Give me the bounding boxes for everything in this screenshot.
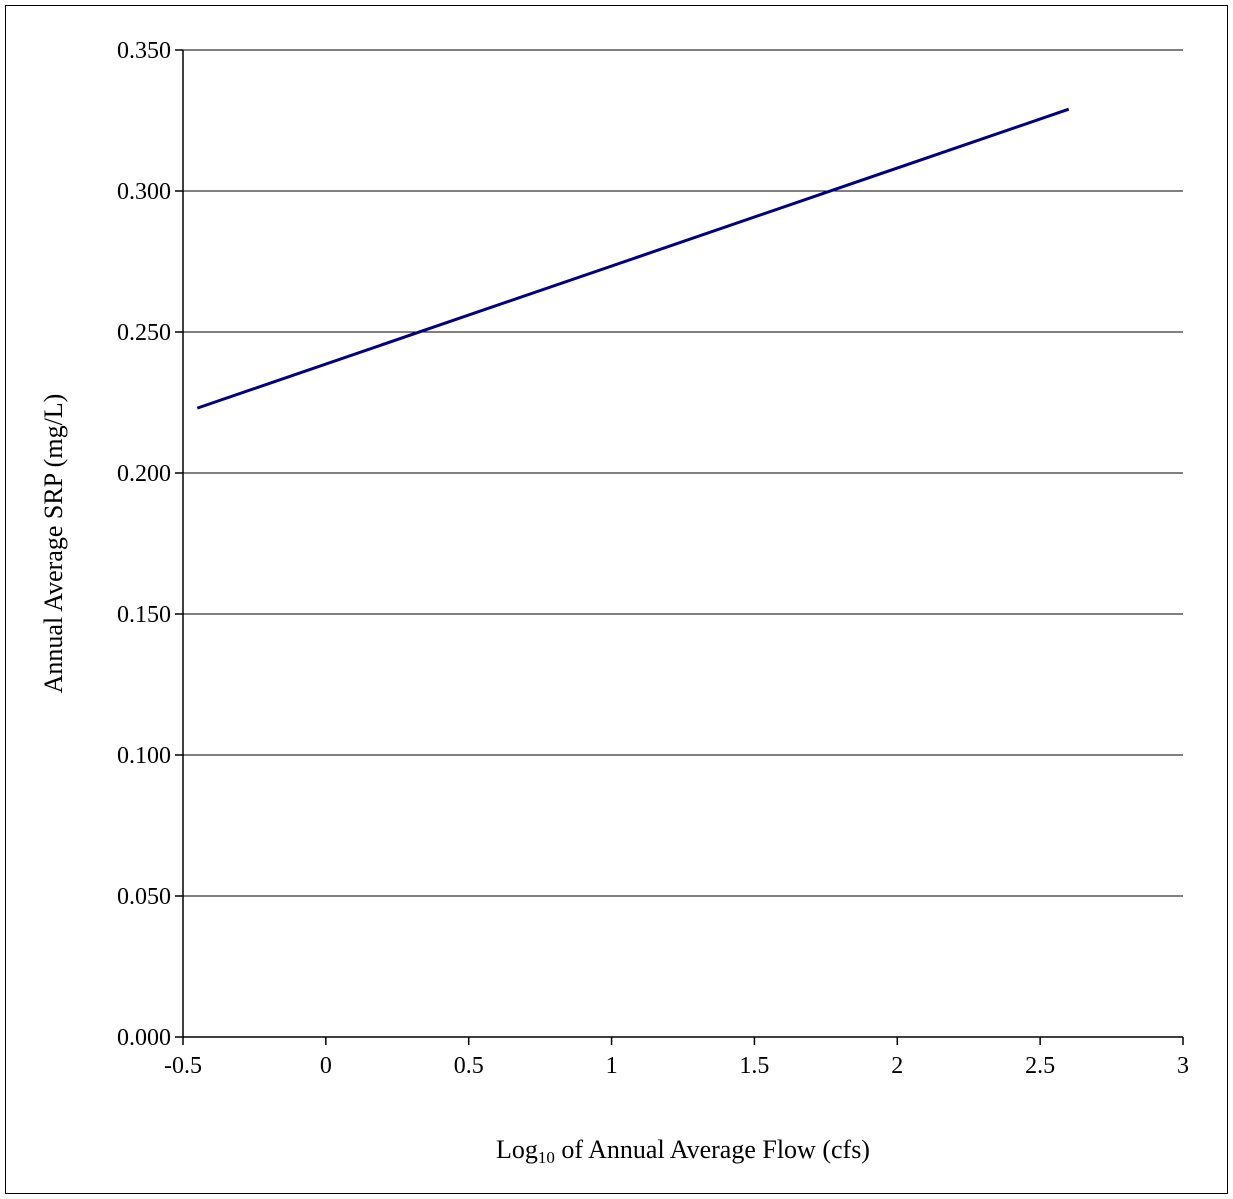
- x-tick-label: 2.5: [1025, 1053, 1055, 1079]
- y-tick-label: 0.200: [117, 461, 171, 487]
- y-tick-label: 0.050: [117, 884, 171, 910]
- y-tick-label: 0.300: [117, 179, 171, 205]
- series-group: [196, 107, 1070, 410]
- x-axis-title-prefix: Log: [496, 1135, 538, 1164]
- chart-frame: [5, 5, 1228, 1194]
- x-ticks: -0.5 0 0.5 1 1.5 2 2.5 3: [164, 1037, 1189, 1079]
- x-tick-label: 1.5: [739, 1053, 769, 1079]
- x-tick-label: 1: [606, 1053, 618, 1079]
- x-axis-title: Log10 of Annual Average Flow (cfs): [496, 1135, 870, 1167]
- x-tick-label: 3: [1177, 1053, 1189, 1079]
- gridlines: [183, 49, 1183, 897]
- y-tick-label: 0.350: [117, 38, 171, 64]
- y-axis-title: Annual Average SRP (mg/L): [39, 394, 68, 694]
- x-axis-title-subscript: 10: [538, 1148, 555, 1167]
- x-tick-label: 0: [320, 1053, 332, 1079]
- series-line: [196, 107, 1070, 410]
- x-tick-label: 2: [891, 1053, 903, 1079]
- x-tick-label: 0.5: [454, 1053, 484, 1079]
- x-tick-label: -0.5: [164, 1053, 202, 1079]
- axes: [182, 50, 1183, 1038]
- y-tick-label: 0.000: [117, 1025, 171, 1051]
- y-ticks: 0.000 0.050 0.100 0.150 0.200 0.250 0.300 0.350: [117, 38, 183, 1051]
- y-tick-label: 0.250: [117, 320, 171, 346]
- y-tick-label: 0.150: [117, 602, 171, 628]
- x-axis-title-suffix: of Annual Average Flow (cfs): [555, 1135, 870, 1164]
- y-tick-label: 0.100: [117, 743, 171, 769]
